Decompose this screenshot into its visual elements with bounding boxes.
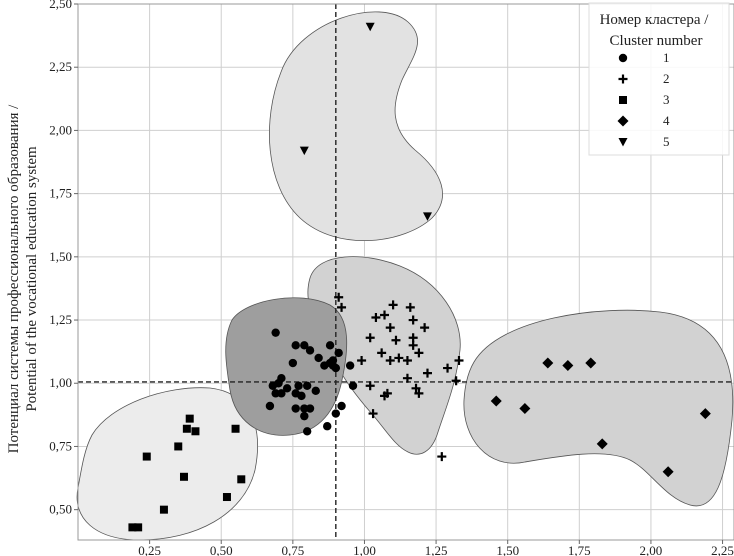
- cluster-1-point: [297, 392, 305, 400]
- cluster-3-point: [191, 427, 199, 435]
- cluster-3-point: [183, 425, 191, 433]
- cluster-2-point: [437, 452, 446, 461]
- legend-title-line-2: Cluster number: [610, 33, 703, 49]
- legend: Номер кластера / Cluster number 1 2 3 4 5: [589, 3, 729, 155]
- y-tick-label: 0,75: [49, 438, 72, 453]
- y-axis-label: Потенциал системы профессионального обра…: [6, 104, 40, 454]
- legend-label-4: 4: [663, 113, 670, 128]
- cluster-3-point: [223, 493, 231, 501]
- x-tick-label: 1,00: [353, 543, 376, 556]
- legend-label-2: 2: [663, 71, 670, 86]
- cluster-1-point: [323, 422, 331, 430]
- cluster-1-point: [326, 341, 334, 349]
- cluster-1-point: [306, 404, 314, 412]
- x-tick-label: 1,25: [425, 543, 448, 556]
- x-tick-label: 0,25: [138, 543, 161, 556]
- cluster-1-point: [306, 346, 314, 354]
- x-tick-label: 1,75: [568, 543, 591, 556]
- cluster-1-point: [349, 382, 357, 390]
- cluster-3-point: [160, 506, 168, 514]
- cluster-1-point: [314, 354, 322, 362]
- y-tick-label: 1,75: [49, 186, 72, 201]
- x-tick-label: 1,50: [496, 543, 519, 556]
- cluster-3-point: [134, 523, 142, 531]
- cluster-1-point: [271, 328, 279, 336]
- y-tick-label: 1,25: [49, 312, 72, 327]
- y-tick-label: 2,00: [49, 122, 72, 137]
- x-tick-label: 2,00: [640, 543, 663, 556]
- cluster-4-region: [464, 310, 733, 506]
- cluster-1-point: [266, 402, 274, 410]
- cluster-1-point: [269, 382, 277, 390]
- cluster-1-point: [303, 382, 311, 390]
- legend-marker-3: [619, 96, 627, 104]
- legend-label-5: 5: [663, 134, 670, 149]
- y-tick-label: 1,00: [49, 375, 72, 390]
- cluster-1-point: [292, 404, 300, 412]
- y-tick-label: 0,50: [49, 502, 72, 517]
- cluster-1-point: [312, 387, 320, 395]
- cluster-1-point: [334, 349, 342, 357]
- x-tick-label: 0,50: [210, 543, 233, 556]
- cluster-3-point: [174, 442, 182, 450]
- cluster-3-point: [143, 453, 151, 461]
- x-tick-label: 2,25: [711, 543, 734, 556]
- legend-label-3: 3: [663, 92, 670, 107]
- cluster-scatter-chart: 0,25 0,50 0,75 1,00 1,25 1,50 1,75 2,00 2,25 0,50…: [0, 0, 734, 556]
- y-axis-label-line-1: Потенциал системы профессионального обра…: [6, 104, 22, 454]
- cluster-1-point: [303, 427, 311, 435]
- cluster-1-point: [289, 359, 297, 367]
- cluster-3-point: [180, 473, 188, 481]
- cluster-3-region: [77, 388, 258, 540]
- legend-marker-1: [619, 54, 627, 62]
- cluster-3-point: [237, 475, 245, 483]
- y-axis-label-line-2: Potential of the vocational education sy…: [24, 146, 40, 412]
- cluster-1-point: [294, 382, 302, 390]
- y-tick-label: 1,50: [49, 249, 72, 264]
- cluster-1-point: [277, 389, 285, 397]
- cluster-1-point: [292, 341, 300, 349]
- legend-label-1: 1: [663, 50, 670, 65]
- cluster-3-point: [232, 425, 240, 433]
- cluster-1-point: [332, 364, 340, 372]
- cluster-1-point: [337, 402, 345, 410]
- cluster-1-point: [346, 361, 354, 369]
- y-tick-label: 2,50: [49, 0, 72, 11]
- x-tick-label: 0,75: [281, 543, 304, 556]
- cluster-5-region: [269, 12, 442, 241]
- y-tick-label: 2,25: [49, 59, 72, 74]
- legend-title-line-1: Номер кластера /: [600, 12, 710, 28]
- cluster-3-point: [186, 415, 194, 423]
- cluster-1-point: [300, 412, 308, 420]
- cluster-1-point: [332, 409, 340, 417]
